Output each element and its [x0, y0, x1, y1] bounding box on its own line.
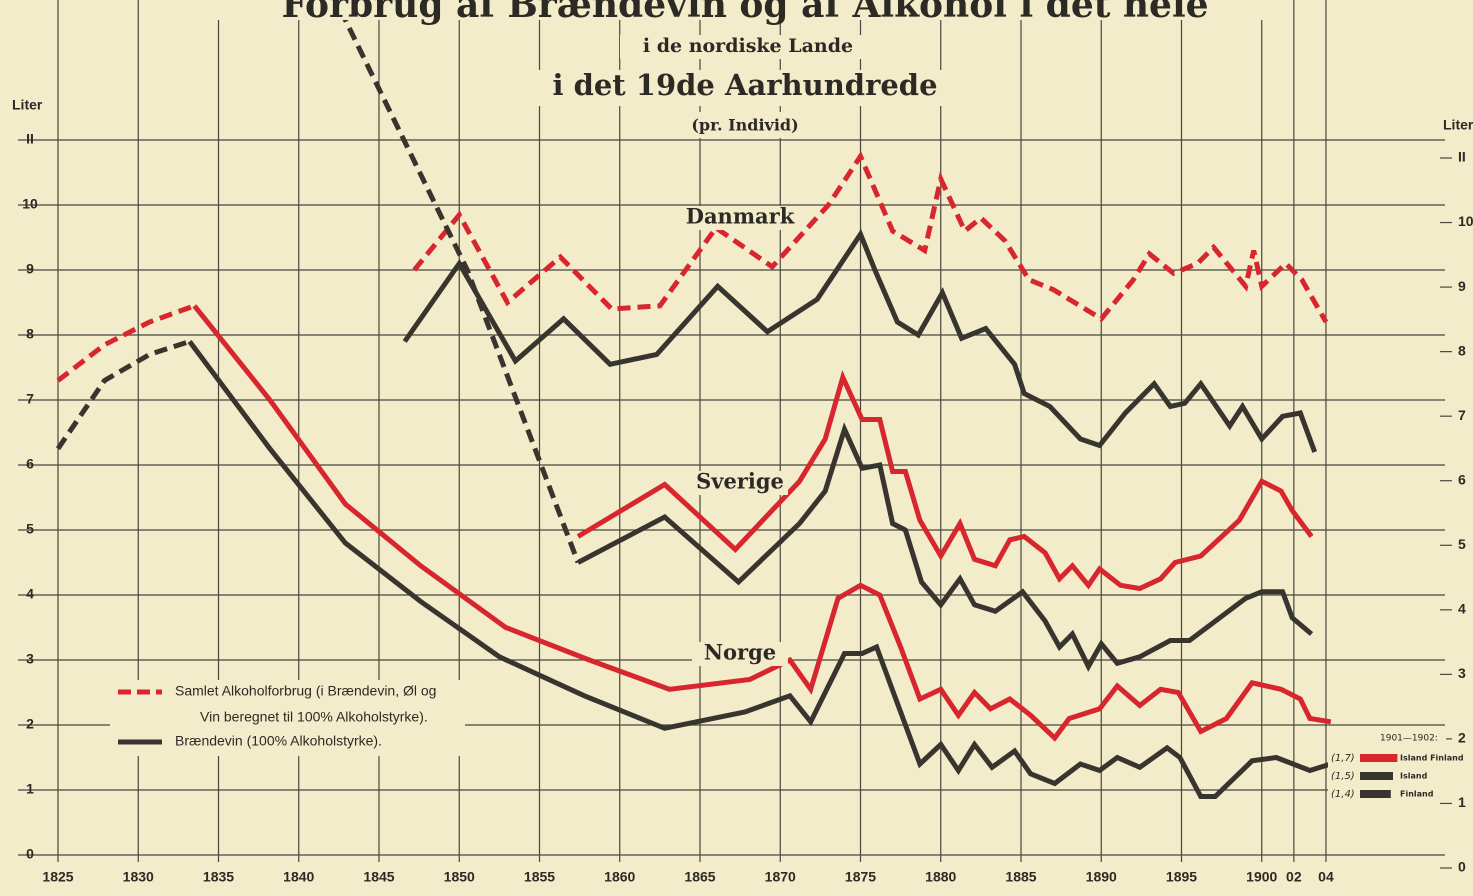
x-tick-label: 1875 [845, 869, 876, 885]
inset-value: (1,5) [1331, 771, 1355, 782]
heading-backdrop [500, 70, 990, 106]
series-line [576, 422, 1314, 672]
y-axis-label: Liter [12, 97, 43, 113]
series-line [412, 151, 1329, 324]
legend-backdrop [110, 680, 465, 732]
y-tick-label: 2 [26, 716, 34, 732]
inset-label: Island [1400, 772, 1428, 781]
x-tick-label: 1840 [283, 869, 314, 885]
x-tick-label: 1870 [765, 869, 796, 885]
y2-tick-label: 0 [1458, 859, 1466, 875]
legend-label: Brændevin (100% Alkoholstyrke). [175, 733, 382, 749]
chart-title: Forbrug af Brændevin og af Alkohol i det… [281, 0, 1208, 26]
x-tick-label: 02 [1286, 869, 1302, 885]
x-tick-label: 1855 [524, 869, 555, 885]
x-tick-label: 1895 [1166, 869, 1197, 885]
y2-tick-label: II [1458, 149, 1466, 165]
annotation-backdrop [692, 642, 788, 666]
lines [55, 8, 1332, 799]
x-tick-label: 1850 [444, 869, 475, 885]
note: (pr. Individ) [691, 116, 798, 135]
series-line [402, 228, 1318, 453]
y2-tick-label: 1 [1458, 794, 1466, 810]
series-line [187, 340, 1332, 799]
y2-tick-label: 8 [1458, 342, 1466, 358]
legend-label: Vin beregnet til 100% Alkoholstyrke). [200, 709, 428, 725]
inset-bar [1360, 772, 1393, 780]
note-backdrop [680, 112, 810, 138]
inset-value: (1,7) [1331, 753, 1355, 764]
series-line [192, 304, 1332, 742]
inset-title: 1901—1902: [1380, 734, 1438, 744]
x-tick-label: 1865 [684, 869, 715, 885]
x-tick-label: 1825 [42, 869, 73, 885]
legend-label: Samlet Alkoholforbrug (i Brændevin, Øl o… [175, 683, 436, 699]
title-backdrop [205, 0, 1285, 20]
y2-tick-label: 9 [1458, 278, 1466, 294]
inset-label: Island Finland [1400, 754, 1464, 763]
y-tick-label: 4 [26, 586, 34, 602]
inset-value: (1,4) [1331, 789, 1355, 800]
heading: i det 19de Aarhundrede [552, 68, 937, 102]
y2-tick-label: 3 [1458, 665, 1466, 681]
series-line [55, 339, 191, 451]
y2-tick-label: 5 [1458, 536, 1466, 552]
y2-tick-label: 10 [1458, 213, 1473, 229]
y-tick-label: 3 [26, 651, 34, 667]
legend-backdrop [110, 730, 465, 756]
y-tick-label: 7 [26, 391, 34, 407]
y-tick-label: II [26, 131, 34, 147]
x-tick-label: 1890 [1086, 869, 1117, 885]
inset-bar [1360, 754, 1398, 762]
annotation-backdrop [692, 471, 788, 495]
y2-tick-label: 4 [1458, 601, 1466, 617]
annotation: Norge [704, 640, 776, 665]
series-line [56, 303, 196, 383]
y-tick-label: 5 [26, 521, 34, 537]
y-tick-label: 8 [26, 326, 34, 342]
y-tick-label: 9 [26, 261, 34, 277]
inset-backdrop [1328, 726, 1446, 802]
y-tick-label: 10 [22, 196, 38, 212]
x-tick-label: 04 [1318, 869, 1334, 885]
y2-tick-label: 2 [1458, 730, 1466, 746]
subtitle: i de nordiske Lande [643, 35, 853, 57]
y-tick-label: 6 [26, 456, 34, 472]
y-tick-label: 0 [26, 846, 34, 862]
annotation-backdrop [692, 206, 788, 230]
x-tick-label: 1900 [1246, 869, 1277, 885]
x-tick-label: 1830 [123, 869, 154, 885]
annotation: Sverige [696, 469, 784, 494]
y2-axis-label: Liter [1443, 117, 1473, 133]
subtitle-backdrop [620, 35, 870, 59]
annotation: Danmark [686, 204, 795, 229]
x-tick-label: 1885 [1005, 869, 1036, 885]
x-tick-label: 1835 [203, 869, 234, 885]
y2-tick-label: 6 [1458, 471, 1466, 487]
inset-label: Finland [1400, 790, 1434, 799]
series-line [338, 8, 581, 564]
x-tick-label: 1845 [363, 869, 394, 885]
y-tick-label: 1 [26, 781, 34, 797]
y2-tick-label: 7 [1458, 407, 1466, 423]
series-line [576, 370, 1314, 592]
x-tick-label: 1880 [925, 869, 956, 885]
inset-bar [1360, 790, 1391, 798]
x-tick-label: 1860 [604, 869, 635, 885]
